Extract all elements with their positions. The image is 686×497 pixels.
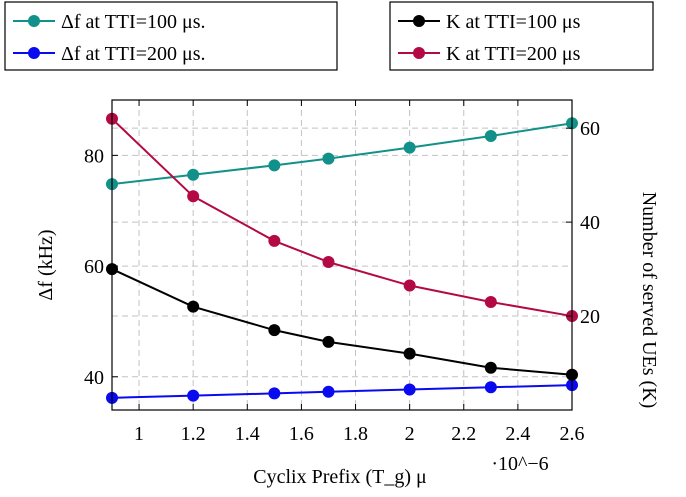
data-point: [187, 389, 200, 402]
x-tick-label: 2.2: [451, 423, 476, 445]
y-tick-label-left: 40: [84, 367, 104, 389]
x-tick-label: 1: [134, 423, 144, 445]
series-line-0: [111, 122, 573, 186]
y-tick-label-left: 80: [84, 145, 104, 167]
x-tick-label: 1.4: [235, 423, 260, 445]
y-axis-label-left: Δf (kHz): [35, 229, 57, 300]
x-tick-label: 1.6: [289, 423, 314, 445]
data-point: [268, 324, 281, 337]
x-tick-label: 1.8: [343, 423, 368, 445]
legend-layer: Δf at TTI=100 μs. Δf at TTI=200 μs. K at T…: [4, 1, 654, 71]
data-point: [268, 387, 281, 400]
x-tick-label: 2: [405, 423, 415, 445]
grid-lines: [112, 100, 573, 410]
y-tick-label-right: 40: [580, 212, 600, 234]
data-point: [484, 361, 497, 374]
data-point: [187, 190, 200, 203]
series-layer: [106, 112, 578, 404]
series-line-1: [111, 384, 573, 399]
data-point: [187, 300, 200, 313]
data-point: [484, 295, 497, 308]
x-axis-multiplier: ·10^−6: [491, 453, 548, 475]
legend-box-1: [389, 1, 654, 71]
x-tick-label: 2.4: [505, 423, 530, 445]
y-tick-label-left: 60: [84, 256, 104, 278]
x-axis-label: Cyclix Prefix (T_g) μ: [253, 466, 426, 488]
x-tick-label: 2.6: [560, 423, 585, 445]
tick-layer: 1 1.2 1.4 1.6 1.8 2 2.2 2.4 2.6 40 60 80 20 40 60: [84, 100, 600, 445]
y-tick-label-right: 20: [580, 306, 600, 328]
legend-label: Δf at TTI=100 μs.: [61, 11, 205, 33]
plot-frame: [111, 99, 573, 411]
series-line-2: [111, 268, 573, 376]
data-point: [484, 381, 497, 394]
legend-swatch-marker: [413, 15, 425, 27]
data-point: [322, 256, 335, 269]
data-point: [268, 159, 281, 172]
x-tick-label: 1.2: [181, 423, 206, 445]
legend-label: Δf at TTI=200 μs.: [61, 43, 205, 65]
y-axis-label-right: Number of served UEs (K): [638, 192, 660, 409]
data-point: [403, 141, 416, 154]
data-point: [268, 234, 281, 247]
legend-swatch-marker: [28, 15, 40, 27]
data-point: [322, 335, 335, 348]
data-point: [322, 385, 335, 398]
data-point: [403, 347, 416, 360]
y-tick-label-right: 60: [580, 118, 600, 140]
legend-label: K at TTI=100 μs: [446, 11, 581, 33]
data-point: [484, 129, 497, 142]
data-point: [403, 279, 416, 292]
data-point: [322, 152, 335, 165]
data-point: [187, 168, 200, 181]
legend-box-0: [4, 1, 338, 71]
legend-swatch-marker: [413, 47, 425, 59]
legend-label: K at TTI=200 μs: [446, 43, 581, 65]
data-point: [403, 383, 416, 396]
series-line-3: [111, 118, 573, 318]
legend-swatch-marker: [28, 47, 40, 59]
